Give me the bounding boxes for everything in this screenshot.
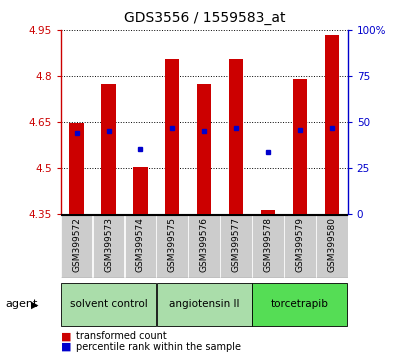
Text: transformed count: transformed count — [76, 331, 166, 341]
Bar — [61, 215, 92, 278]
Text: GSM399576: GSM399576 — [199, 217, 208, 272]
Bar — [61, 283, 156, 326]
Text: GSM399577: GSM399577 — [231, 217, 240, 272]
Text: GSM399580: GSM399580 — [326, 217, 335, 272]
Bar — [252, 215, 283, 278]
Text: torcetrapib: torcetrapib — [270, 299, 328, 309]
Text: percentile rank within the sample: percentile rank within the sample — [76, 342, 240, 352]
Bar — [260, 210, 274, 214]
Text: GSM399578: GSM399578 — [263, 217, 272, 272]
Bar — [315, 215, 347, 278]
Bar — [220, 215, 251, 278]
Bar — [156, 283, 251, 326]
Text: GSM399573: GSM399573 — [104, 217, 113, 272]
Text: agent: agent — [5, 299, 37, 309]
Bar — [92, 215, 124, 278]
Text: GDS3556 / 1559583_at: GDS3556 / 1559583_at — [124, 11, 285, 25]
Text: GSM399572: GSM399572 — [72, 217, 81, 272]
Bar — [228, 59, 243, 214]
Text: ▶: ▶ — [31, 299, 38, 309]
Bar — [188, 215, 220, 278]
Text: angiotensin II: angiotensin II — [169, 299, 239, 309]
Bar — [133, 167, 147, 214]
Bar — [324, 35, 338, 214]
Text: ■: ■ — [61, 342, 71, 352]
Bar — [196, 84, 211, 214]
Bar — [69, 123, 83, 214]
Bar — [124, 215, 156, 278]
Text: solvent control: solvent control — [70, 299, 147, 309]
Text: GSM399574: GSM399574 — [135, 217, 144, 272]
Bar — [165, 59, 179, 214]
Bar — [156, 215, 188, 278]
Bar — [292, 79, 306, 214]
Bar — [252, 283, 346, 326]
Text: GSM399575: GSM399575 — [167, 217, 176, 272]
Text: ■: ■ — [61, 331, 71, 341]
Text: GSM399579: GSM399579 — [294, 217, 303, 272]
Bar — [101, 84, 115, 214]
Bar — [283, 215, 315, 278]
